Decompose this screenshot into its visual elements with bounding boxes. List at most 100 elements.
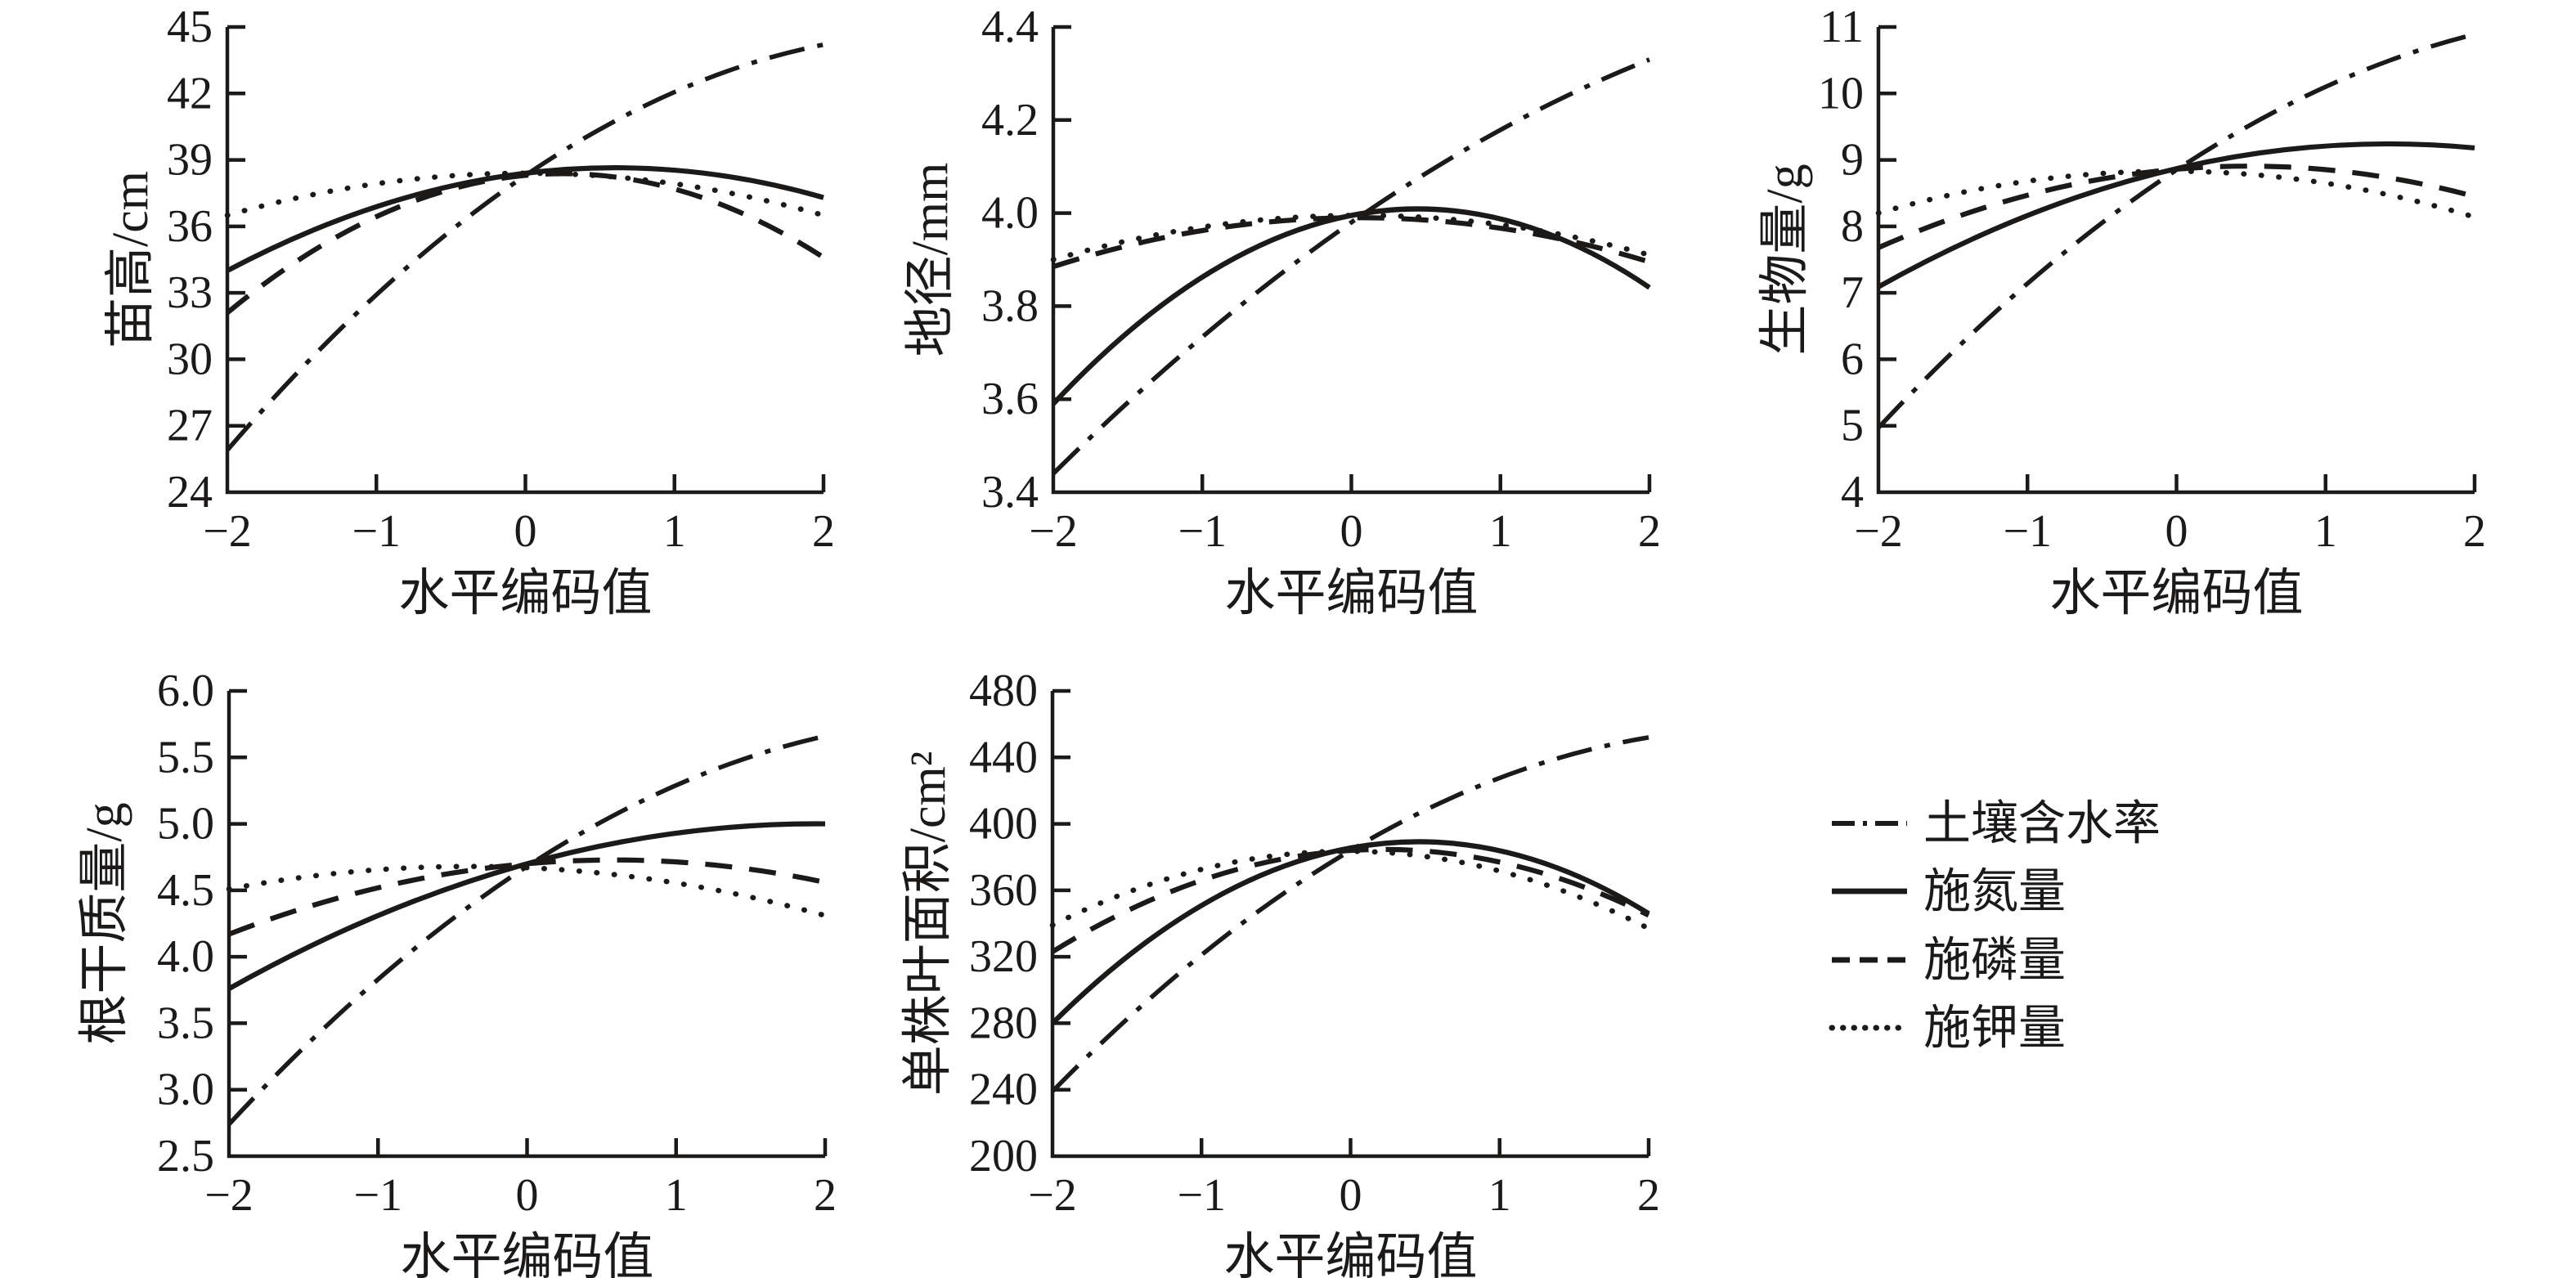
x-tick-label: 0 — [1340, 1170, 1362, 1221]
y-tick-label: 400 — [969, 799, 1038, 850]
y-tick-label: 24 — [167, 467, 213, 518]
y-tick-label: 4.4 — [981, 2, 1039, 52]
y-tick-label: 42 — [167, 68, 213, 119]
y-tick-label: 9 — [1841, 135, 1864, 186]
y-axis-title-root-dry-mass: 根干质量/g — [77, 802, 132, 1044]
chart-ground-diameter: 3.4 3.6 3.8 4.0 4.2 4.4 −2 −1 0 1 2 地径/mm 水平编码值 — [903, 2, 1661, 621]
y-tick-label: 4.0 — [157, 931, 214, 982]
x-tick-label: 0 — [2165, 506, 2188, 557]
y-tick-label: 320 — [969, 931, 1038, 982]
series-phosphorus-rate-curve — [227, 857, 826, 937]
legend-label-phosphorus-rate: 施磷量 — [1923, 934, 2066, 987]
legend-item-nitrogen-rate: 施氮量 — [1832, 865, 2066, 918]
x-tick-label: −2 — [1029, 506, 1078, 557]
y-tick-label: 3.8 — [981, 280, 1039, 331]
y-tick-label: 8 — [1841, 201, 1864, 252]
x-axis-title: 水平编码值 — [1224, 566, 1478, 621]
y-tick-label: 3.4 — [981, 467, 1039, 518]
series-soil-water-content-curve — [1051, 735, 1649, 1093]
y-tick-label: 10 — [1818, 68, 1864, 119]
y-tick-label: 39 — [167, 135, 213, 186]
chart-leaf-area-per-plant: 200 240 280 320 360 400 440 480 −2 −1 0 1 2 单株叶面积/cm²… — [900, 666, 1660, 1278]
y-tick-label: 200 — [969, 1131, 1038, 1182]
x-tick-label: −1 — [353, 1170, 402, 1221]
series-potassium-rate-curve — [224, 170, 827, 218]
x-tick-label: 1 — [2314, 506, 2337, 557]
series-soil-water-content-curve — [1876, 32, 2475, 430]
y-tick-label: 3.6 — [981, 374, 1039, 424]
legend-item-soil-water-content: 土壤含水率 — [1832, 797, 2161, 850]
axes-seedling-height — [225, 27, 824, 495]
y-tick-label: 6 — [1841, 334, 1864, 384]
series-phosphorus-rate-curve — [1877, 164, 2475, 250]
y-axis-title-biomass: 生物量/g — [1757, 164, 1813, 355]
x-axis-title: 水平编码值 — [1223, 1230, 1477, 1278]
axes-ground-diameter — [1051, 27, 1649, 495]
x-tick-label: −2 — [1854, 506, 1903, 557]
series-potassium-rate-curve — [226, 863, 828, 918]
x-tick-label: 2 — [2463, 506, 2486, 557]
y-tick-label: 30 — [167, 334, 213, 384]
y-tick-label: 440 — [969, 732, 1038, 782]
y-tick-label: 4.2 — [981, 95, 1039, 146]
x-tick-label: −1 — [1178, 506, 1227, 557]
x-axis-title: 水平编码值 — [398, 566, 652, 621]
y-tick-label: 36 — [167, 201, 213, 252]
y-tick-label: 11 — [1820, 2, 1864, 52]
y-tick-label: 3.0 — [157, 1065, 214, 1115]
y-tick-label: 3.5 — [157, 998, 214, 1048]
series-nitrogen-rate-curve — [227, 821, 826, 991]
y-tick-label: 27 — [167, 401, 213, 451]
x-axis-title: 水平编码值 — [400, 1230, 653, 1278]
x-tick-label: −2 — [204, 1170, 254, 1221]
y-tick-label: 480 — [969, 666, 1038, 716]
y-tick-label: 5.5 — [157, 732, 214, 782]
y-tick-label: 6.0 — [157, 666, 214, 716]
x-tick-label: 2 — [812, 506, 835, 557]
y-axis-title-seedling-height: 苗高/cm — [103, 171, 159, 348]
y-tick-label: 33 — [167, 267, 213, 318]
x-tick-label: −1 — [2003, 506, 2052, 557]
x-tick-label: 0 — [514, 506, 537, 557]
x-tick-label: −1 — [352, 506, 401, 557]
x-tick-label: 0 — [516, 1170, 539, 1221]
legend-label-nitrogen-rate: 施氮量 — [1923, 865, 2066, 918]
x-tick-label: −2 — [1028, 1170, 1077, 1221]
series-soil-water-content-curve — [1052, 57, 1651, 476]
legend-label-soil-water-content: 土壤含水率 — [1923, 797, 2161, 850]
axes-root-dry-mass — [227, 691, 825, 1159]
series-potassium-rate-curve — [1050, 213, 1653, 262]
legend-label-potassium-rate: 施钾量 — [1923, 1002, 2066, 1055]
y-tick-label: 5.0 — [157, 799, 214, 850]
chart-root-dry-mass: 2.5 3.0 3.5 4.0 4.5 5.0 5.5 6.0 −2 −1 0 1 2 根干质量/g 水平编… — [77, 666, 837, 1278]
x-tick-label: 2 — [1638, 506, 1661, 557]
y-axis-title-ground-diameter: 地径/mm — [903, 163, 958, 357]
x-tick-label: 1 — [663, 506, 686, 557]
chart-seedling-height: 24 27 30 33 36 39 42 45 −2 −1 0 1 2 苗高/cm 水平编码值 — [103, 2, 835, 621]
series-soil-water-content-curve — [225, 42, 824, 452]
x-tick-label: 2 — [814, 1170, 837, 1221]
series-phosphorus-rate-curve — [226, 171, 825, 315]
series-phosphorus-rate-curve — [1051, 846, 1650, 954]
x-tick-label: −1 — [1177, 1170, 1226, 1221]
x-tick-label: 1 — [1488, 1170, 1511, 1221]
axes-biomass — [1876, 27, 2475, 495]
x-axis-title: 水平编码值 — [2049, 566, 2303, 621]
series-potassium-rate-curve — [1049, 848, 1652, 931]
axes-leaf-area-per-plant — [1050, 691, 1649, 1159]
y-tick-label: 2.5 — [157, 1131, 214, 1182]
y-tick-label: 4.5 — [157, 865, 214, 916]
y-tick-label: 7 — [1841, 267, 1864, 318]
x-tick-label: 1 — [1489, 506, 1512, 557]
y-tick-label: 4.0 — [981, 188, 1039, 239]
series-phosphorus-rate-curve — [1052, 215, 1650, 269]
y-tick-label: 45 — [167, 2, 213, 52]
y-tick-label: 240 — [969, 1065, 1038, 1115]
legend-item-phosphorus-rate: 施磷量 — [1832, 934, 2066, 987]
x-tick-label: 1 — [665, 1170, 688, 1221]
